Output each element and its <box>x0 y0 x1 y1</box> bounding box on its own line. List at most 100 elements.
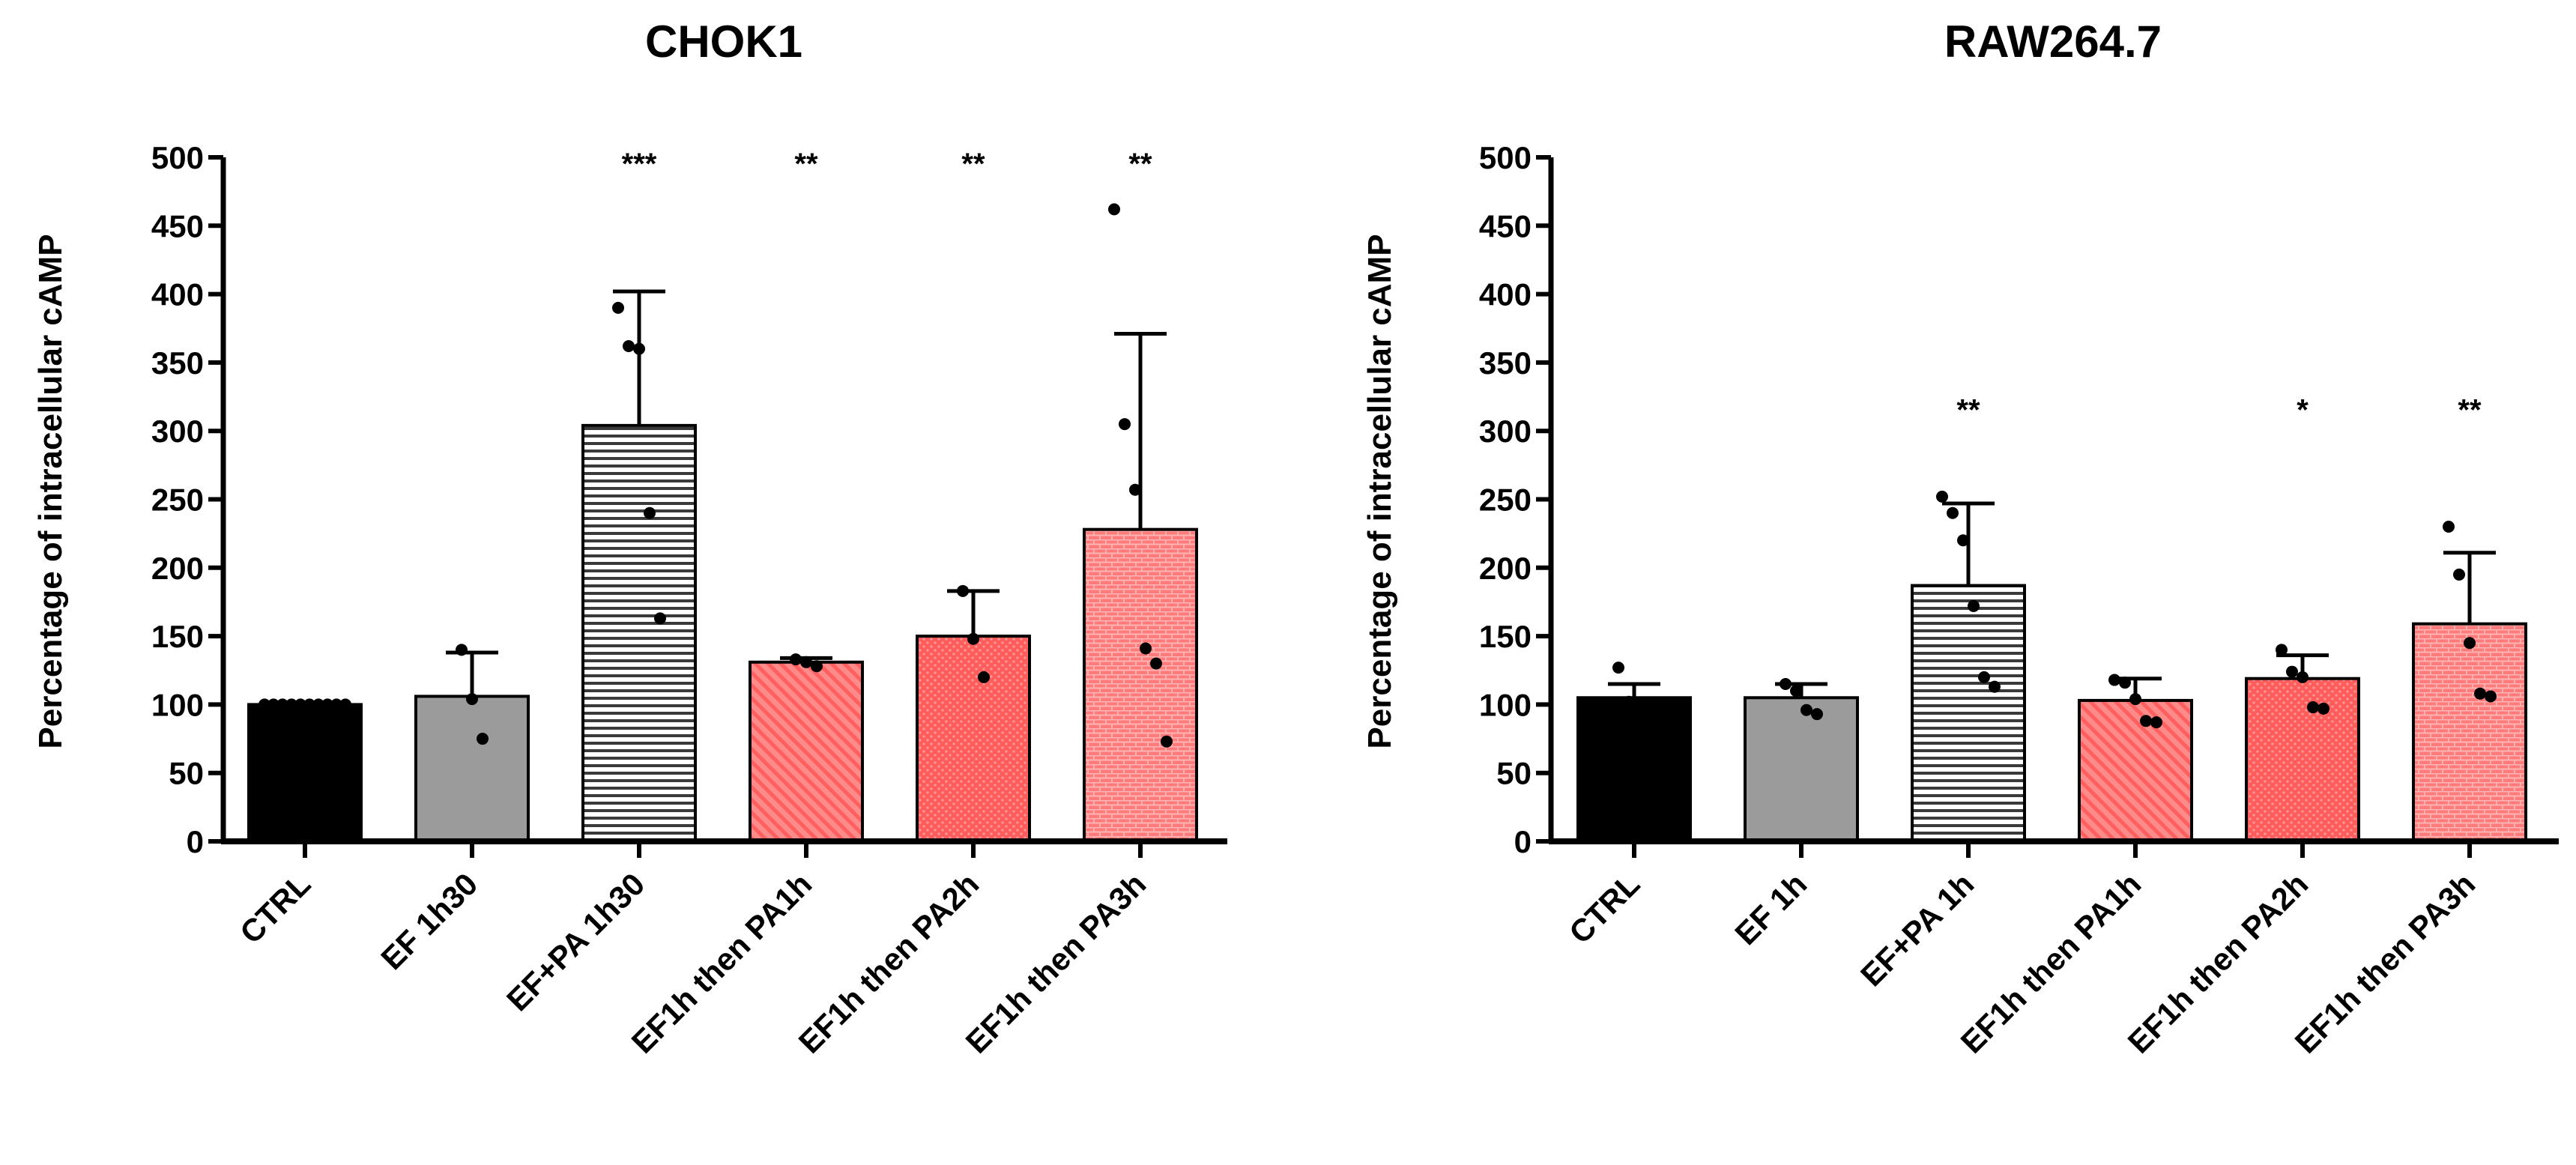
chart-panel-chok1: CHOK1 Percentage of intracellular cAMP 0… <box>32 16 1227 1060</box>
y-tick-label: 500 <box>1479 140 1532 175</box>
y-tick-label: 450 <box>1479 208 1532 243</box>
data-point <box>1119 418 1131 431</box>
x-tick-label: CTRL <box>1562 866 1646 950</box>
data-point <box>2453 568 2465 581</box>
y-axis-label: Percentage of intracellular cAMP <box>1361 234 1398 748</box>
bar <box>414 695 530 843</box>
data-point <box>2474 687 2486 700</box>
bar <box>916 635 1031 843</box>
data-point <box>612 301 624 314</box>
data-points <box>1612 490 2497 729</box>
data-point <box>1947 506 1959 519</box>
data-point <box>1108 203 1120 216</box>
data-point <box>800 656 812 668</box>
y-axis: 0 50 100 150 200 250 300 350 400 450 500 <box>151 140 226 859</box>
bar <box>2412 622 2527 844</box>
data-point <box>2108 674 2120 686</box>
y-tick-label: 150 <box>1479 619 1532 654</box>
y-tick-label: 250 <box>151 482 204 518</box>
data-point <box>2150 716 2162 729</box>
data-point <box>276 698 288 711</box>
bar <box>1744 696 1859 844</box>
data-point <box>1968 599 1980 612</box>
data-point <box>2140 715 2152 727</box>
significance-labels: ** * ** <box>1956 394 2482 427</box>
bar <box>581 423 697 843</box>
data-point <box>633 342 645 355</box>
x-tick-label: EF+PA 1h <box>1854 866 1980 993</box>
data-point <box>957 584 969 597</box>
y-tick-label: 400 <box>151 277 204 312</box>
data-point <box>1150 657 1162 670</box>
x-tick-label: EF1h then PA1h <box>1954 866 2148 1060</box>
x-tick-label: EF 1h30 <box>374 866 484 976</box>
data-point <box>811 660 823 673</box>
data-point <box>1623 695 1635 708</box>
y-tick-label: 500 <box>151 140 204 175</box>
data-point <box>644 506 656 519</box>
bar <box>1576 696 1692 844</box>
data-point <box>978 671 990 683</box>
bar <box>1083 527 1198 843</box>
data-point <box>466 693 478 706</box>
data-point <box>303 698 315 711</box>
y-axis-label: Percentage of intracellular cAMP <box>32 234 69 748</box>
y-tick-label: 300 <box>1479 414 1532 449</box>
chart-title: CHOK1 <box>645 16 802 67</box>
data-point <box>1978 671 1990 683</box>
chart-title: RAW264.7 <box>1944 16 2162 67</box>
data-point <box>654 612 666 625</box>
y-tick-label: 0 <box>187 824 204 859</box>
data-point <box>1140 642 1152 655</box>
x-tick-label: CTRL <box>233 866 317 950</box>
y-tick-label: 200 <box>1479 551 1532 586</box>
data-point <box>1790 685 1802 698</box>
data-point <box>1633 701 1645 714</box>
data-point <box>2276 644 2288 656</box>
data-point <box>267 698 279 711</box>
data-point <box>1936 490 1948 503</box>
y-tick-label: 350 <box>151 345 204 381</box>
x-tick-label: EF+PA 1h30 <box>500 866 651 1017</box>
y-tick-label: 150 <box>151 619 204 654</box>
x-tick-label: EF1h then PA3h <box>2288 866 2482 1060</box>
y-axis: 0 50 100 150 200 250 300 350 400 450 500 <box>1479 140 1554 859</box>
bar <box>1911 584 2026 844</box>
bar <box>2078 698 2193 843</box>
bars <box>247 423 1198 844</box>
data-point <box>2318 702 2329 715</box>
data-point <box>1780 678 1792 691</box>
error-bars <box>446 289 1167 697</box>
data-point <box>1644 703 1656 716</box>
data-point <box>285 698 297 711</box>
error-bars <box>1608 501 2496 700</box>
data-point <box>321 698 333 711</box>
y-tick-label: 50 <box>169 756 204 791</box>
data-point <box>456 644 468 656</box>
data-point <box>2119 677 2131 689</box>
data-point <box>623 339 635 352</box>
data-point <box>477 733 489 745</box>
significance-label: ** <box>1128 148 1152 181</box>
data-point <box>258 698 270 711</box>
y-tick-label: 400 <box>1479 277 1532 312</box>
data-point <box>2297 671 2309 683</box>
data-point <box>330 698 342 711</box>
significance-label: ** <box>2458 394 2482 427</box>
y-tick-label: 200 <box>151 551 204 586</box>
x-tick-label: EF1h then PA2h <box>792 866 986 1060</box>
significance-label: ** <box>794 148 818 181</box>
data-point <box>1129 483 1141 496</box>
data-point <box>1801 703 1812 716</box>
bar <box>2245 677 2360 843</box>
bars <box>1576 584 2527 844</box>
data-point <box>1811 708 1823 721</box>
x-tick-label: EF 1h <box>1728 866 1813 951</box>
y-tick-label: 450 <box>151 208 204 243</box>
data-point <box>967 632 979 645</box>
data-point <box>312 698 324 711</box>
x-tick-label: EF1h then PA3h <box>959 866 1153 1060</box>
